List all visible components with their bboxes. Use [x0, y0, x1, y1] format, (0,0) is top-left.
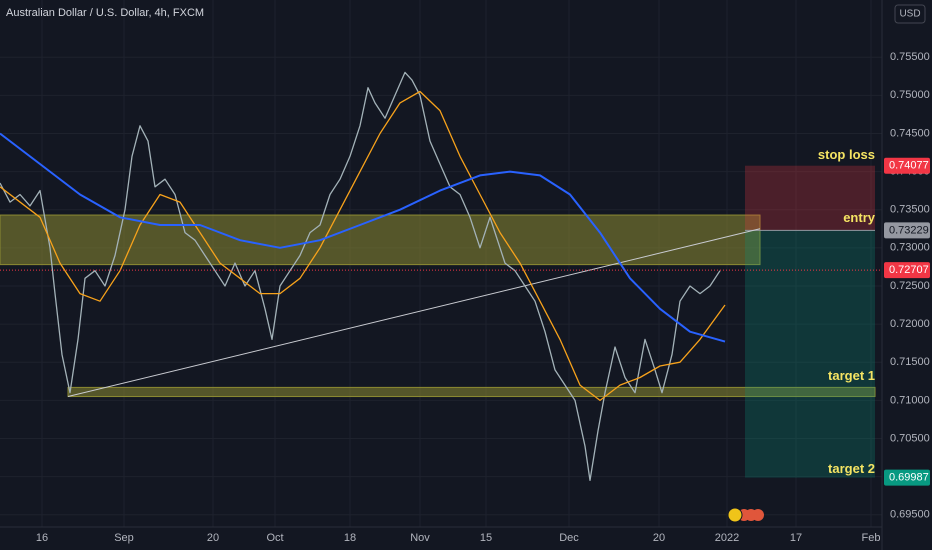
target-zone: [745, 230, 875, 478]
price-tag-label: 0.73229: [889, 224, 929, 236]
x-tick-label: 18: [344, 532, 356, 544]
price-tag: [884, 222, 930, 239]
ma-slow: [0, 132, 726, 343]
y-tick-label: 0.73500: [890, 204, 930, 216]
chart-title: Australian Dollar / U.S. Dollar, 4h, FXC…: [6, 7, 204, 19]
level-label: entry: [843, 210, 876, 225]
x-tick-label: Sep: [114, 532, 134, 544]
y-tick-label: 0.72000: [890, 318, 930, 330]
x-tick-label: 2022: [715, 532, 739, 544]
x-tick-label: Dec: [559, 532, 579, 544]
level-label: stop loss: [818, 147, 875, 162]
y-tick-label: 0.69500: [890, 509, 930, 521]
y-tick-label: 0.74500: [890, 127, 930, 139]
currency[interactable]: USD: [899, 9, 920, 20]
level-label: target 1: [828, 368, 875, 383]
y-tick-label: 0.73000: [890, 242, 930, 254]
event-icons[interactable]: [727, 507, 764, 523]
x-tick-label: 20: [653, 532, 665, 544]
x-tick-label: Oct: [266, 532, 283, 544]
y-tick-label: 0.70500: [890, 432, 930, 444]
event-icon[interactable]: [727, 507, 743, 523]
stop-zone: [745, 165, 875, 231]
x-tick-label: Feb: [862, 532, 881, 544]
x-tick-label: 17: [790, 532, 802, 544]
price: [0, 71, 721, 482]
y-tick-label: 0.71500: [890, 356, 930, 368]
y-tick-label: 0.75500: [890, 51, 930, 63]
price-tag: [884, 262, 930, 279]
y-tick-label: 0.71000: [890, 394, 930, 406]
x-tick-label: 16: [36, 532, 48, 544]
x-tick-label: 15: [480, 532, 492, 544]
x-tick-label: Nov: [410, 532, 430, 544]
price-tag: [884, 469, 930, 486]
zone: [67, 386, 876, 398]
x-tick-label: 20: [207, 532, 219, 544]
currency-box[interactable]: [894, 4, 926, 24]
price-tag: [884, 157, 930, 174]
level-label: target 2: [828, 461, 875, 476]
price-tag-label: 0.72707: [889, 264, 929, 276]
y-tick-label: 0.72500: [890, 280, 930, 292]
trend-line: [67, 228, 761, 398]
ma-fast: [0, 90, 726, 402]
price-tag-label: 0.69987: [889, 472, 929, 484]
plot-area: [0, 0, 882, 527]
price-tag-label: 0.74077: [889, 160, 929, 172]
y-tick-label: 0.75000: [890, 89, 930, 101]
